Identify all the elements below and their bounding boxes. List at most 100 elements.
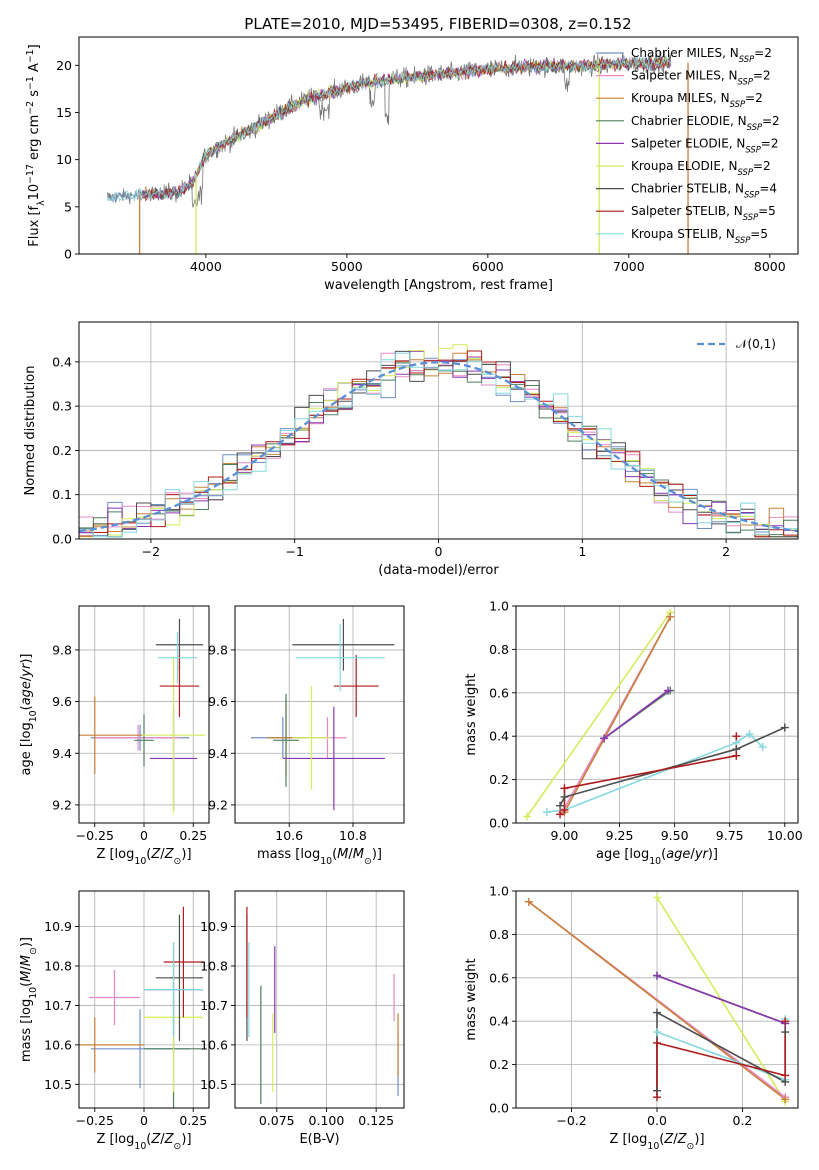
y-tick-label: 0.2: [52, 443, 72, 458]
x-axis-label: Z [log10(Z/Z⊙)]: [609, 1132, 704, 1152]
y-axis-label: Normed distribution: [23, 366, 38, 496]
y-tick-label: 0.8: [489, 927, 509, 942]
axes-frame: [515, 605, 799, 824]
y-tick-label: 0.0: [52, 532, 72, 547]
plot-area: [106, 52, 689, 254]
weight-line: [656, 1021, 786, 1098]
x-tick-label: 8000: [754, 259, 786, 274]
x-tick-label: 9.75: [716, 828, 744, 843]
y-tick-label: 0.2: [489, 1057, 509, 1072]
y-tick-label: 9.8: [208, 642, 228, 657]
histogram-step: [79, 352, 798, 538]
y-tick-label: 0.1: [52, 487, 72, 502]
y-tick-label: 10.9: [44, 919, 72, 934]
y-axis-label: Flux [fλ10−17 erg cm−2 s−1 A−1]: [25, 44, 47, 246]
plot-area: [79, 618, 206, 813]
weight-marker: [781, 1017, 790, 1026]
x-tick-label: 0.125: [358, 1113, 394, 1128]
x-tick-label: 4000: [190, 259, 222, 274]
axes-frame: [234, 890, 405, 1109]
y-tick-label: 1.0: [489, 884, 509, 899]
x-axis-label: Z [log10(Z/Z⊙)]: [96, 1132, 191, 1152]
legend: 𝒩(0,1): [697, 337, 776, 351]
x-tick-label: 0.0: [647, 1113, 667, 1128]
x-tick-label: 0: [140, 1113, 148, 1128]
y-tick-label: 10.7: [200, 998, 228, 1013]
x-tick-label: −0.25: [76, 1113, 114, 1128]
y-tick-label: 0.4: [489, 1014, 509, 1029]
x-tick-label: −1: [285, 544, 303, 559]
y-tick-label: 0.3: [52, 399, 72, 414]
legend-label: Kroupa MILES, NSSP=2: [631, 91, 763, 109]
weight-marker: [780, 723, 789, 732]
x-tick-label: 0.25: [179, 1113, 207, 1128]
plot-area: [246, 906, 399, 1105]
y-tick-label: 20: [56, 58, 72, 73]
weight-marker: [745, 730, 754, 739]
normal-reference-curve: [79, 361, 798, 533]
y-tick-label: 10.8: [44, 958, 72, 973]
y-tick-label: 9.4: [208, 746, 228, 761]
y-tick-label: 10.5: [200, 1077, 228, 1092]
weight-marker: [653, 893, 661, 902]
plot-area: [79, 906, 204, 1108]
panel-z-age: −0.25 0 0.25 9.2 9.4 9.6 9.8 Z [log10(Z/Z⊙)] age…: [19, 605, 210, 867]
legend-label: Chabrier ELODIE, NSSP=2: [631, 114, 780, 132]
weight-line: [656, 1011, 786, 1091]
x-tick-label: 9.50: [661, 828, 689, 843]
x-tick-label: 9.00: [551, 828, 579, 843]
weight-line: [559, 726, 786, 806]
legend-label: Salpeter ELODIE, NSSP=2: [631, 136, 779, 154]
weight-line: [546, 732, 764, 813]
y-tick-label: 5: [64, 199, 72, 214]
plot-area: [528, 897, 786, 1102]
y-tick-label: 10.7: [44, 998, 72, 1013]
x-axis-label: wavelength [Angstrom, rest frame]: [324, 278, 553, 293]
histogram-step: [79, 350, 798, 538]
x-tick-label: −0.2: [556, 1113, 586, 1128]
legend-label: Salpeter MILES, NSSP=2: [631, 69, 771, 87]
x-axis-label: Z [log10(Z/Z⊙)]: [96, 847, 191, 867]
legend-label: Kroupa ELODIE, NSSP=2: [631, 159, 771, 177]
x-tick-label: 0: [140, 828, 148, 843]
legend-label: Chabrier STELIB, NSSP=4: [631, 182, 777, 200]
weight-marker: [653, 1028, 661, 1037]
y-tick-label: 0.4: [52, 354, 72, 369]
x-axis-label: E(B-V): [299, 1132, 339, 1147]
y-tick-label: 9.6: [52, 694, 72, 709]
y-tick-label: 0.0: [489, 1101, 509, 1116]
x-tick-label: 0.100: [309, 1113, 345, 1128]
weight-line: [563, 616, 671, 813]
y-tick-label: 9.8: [52, 642, 72, 657]
weight-marker: [560, 784, 569, 793]
y-tick-label: 0.4: [489, 729, 509, 744]
x-tick-label: 10.00: [767, 828, 803, 843]
weight-marker: [542, 808, 551, 817]
weight-marker: [523, 812, 532, 821]
legend-label: 𝒩(0,1): [736, 337, 776, 351]
x-axis-label: (data-model)/error: [378, 563, 499, 578]
y-axis-label: age [log10(age/yr)]: [19, 653, 39, 775]
legend: Chabrier MILES, NSSP=2 Salpeter MILES, NS…: [596, 46, 780, 245]
x-tick-label: −2: [142, 544, 160, 559]
weight-marker: [758, 743, 767, 752]
weight-marker: [653, 1038, 661, 1047]
panel-ebv-mass: 0.075 0.100 0.125 10.5 10.6 10.7 10.8 10.9 E(B-V…: [200, 890, 405, 1147]
y-tick-label: 0.6: [489, 685, 509, 700]
y-tick-label: 9.6: [208, 694, 228, 709]
plot-area: [250, 618, 395, 811]
x-tick-label: 1: [578, 544, 586, 559]
panel-mass-age: 10.6 10.8 9.2 9.4 9.6 9.8 mass [log10(M/M⊙)]: [208, 605, 405, 867]
x-tick-label: 9.25: [606, 828, 634, 843]
panel-z-mass: −0.25 0 0.25 10.5 10.6 10.7 10.8 10.9 Z [log10(Z…: [19, 890, 210, 1152]
weight-marker: [653, 971, 661, 980]
plot-area: [526, 612, 786, 817]
weight-line: [528, 901, 786, 1100]
y-axis-label: mass weight: [464, 958, 479, 1040]
weight-marker: [732, 751, 741, 760]
x-tick-label: 0.2: [733, 1113, 753, 1128]
legend-label: Salpeter STELIB, NSSP=5: [631, 204, 776, 222]
y-axis-label: mass weight: [464, 673, 479, 755]
y-tick-label: 0.0: [489, 816, 509, 831]
